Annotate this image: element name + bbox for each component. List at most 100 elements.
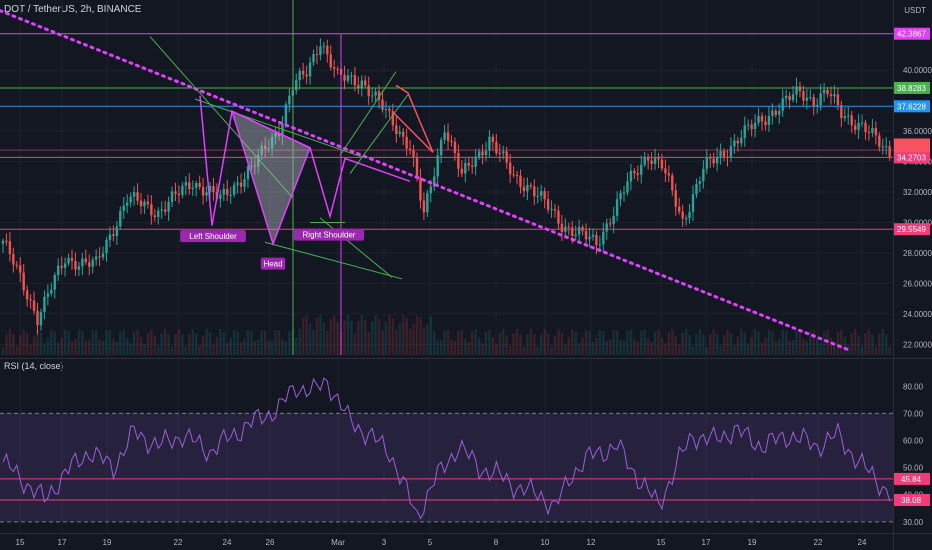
volume-bar xyxy=(595,338,598,355)
volume-bar xyxy=(402,315,405,355)
trendline xyxy=(349,94,409,174)
volume-bar xyxy=(346,315,350,355)
candle-body xyxy=(522,186,526,192)
candle xyxy=(146,194,150,209)
candle-body xyxy=(864,122,867,133)
volume-bar xyxy=(419,317,422,355)
volume-bar xyxy=(498,332,501,355)
candle-body xyxy=(163,209,167,212)
volume-bar xyxy=(795,330,798,355)
candle-body xyxy=(571,227,574,236)
volume-bar xyxy=(374,315,377,355)
candle-body xyxy=(640,164,643,175)
candle xyxy=(253,156,257,176)
volume-bar xyxy=(74,338,77,355)
candle xyxy=(184,175,188,195)
candle-body xyxy=(653,157,657,164)
trendline xyxy=(194,98,363,158)
volume-bar xyxy=(695,333,698,355)
volume-bar xyxy=(77,330,81,355)
volume-bar xyxy=(622,340,626,355)
volume-bar xyxy=(550,345,553,355)
candle-body xyxy=(643,157,646,165)
candle-body xyxy=(747,124,750,126)
candle-body xyxy=(540,191,543,196)
candle-body xyxy=(460,168,464,174)
volume-bar xyxy=(878,334,881,355)
price-label-badge: 37.6228 xyxy=(894,100,930,113)
candle-body xyxy=(315,54,319,56)
rsi-level-badge: 45.84 xyxy=(894,472,930,485)
volume-bar xyxy=(222,331,225,355)
candle xyxy=(305,65,308,84)
volume-bar xyxy=(25,332,29,355)
candle xyxy=(405,128,408,156)
pattern-label: Left Shoulder xyxy=(180,230,246,243)
volume-bar xyxy=(591,342,595,355)
volume-bar xyxy=(533,334,536,355)
volume-bar xyxy=(195,333,198,355)
candle-body xyxy=(605,223,608,232)
candle-body xyxy=(684,218,688,220)
rsi-title: RSI (14, close) xyxy=(4,361,64,371)
volume-bar xyxy=(305,315,308,355)
volume-bar xyxy=(132,331,136,355)
candle xyxy=(298,67,301,90)
rsi-level-badge: 38.08 xyxy=(894,493,930,506)
candle xyxy=(457,144,460,177)
candle-body xyxy=(619,193,622,200)
candle xyxy=(8,232,12,262)
candle-body xyxy=(429,186,432,194)
candle xyxy=(191,180,194,196)
candle xyxy=(181,181,184,199)
candle-body xyxy=(108,234,112,240)
volume-bar xyxy=(267,339,270,355)
volume-bar xyxy=(471,331,474,355)
candle-body xyxy=(160,209,163,211)
volume-bar xyxy=(681,332,684,355)
candle xyxy=(388,106,391,118)
volume-bar xyxy=(747,343,750,355)
volume-bar xyxy=(646,338,650,355)
candle-body xyxy=(615,199,619,216)
candle-body xyxy=(850,115,853,126)
candle-body xyxy=(70,257,74,262)
candle xyxy=(836,88,840,111)
candle xyxy=(781,89,784,117)
candle-body xyxy=(329,54,332,68)
candle xyxy=(826,86,829,98)
candle-body xyxy=(229,194,232,196)
pattern-label-text: Head xyxy=(263,260,282,269)
trendline xyxy=(339,71,397,156)
candle-body xyxy=(81,258,84,267)
price-tick-label: 26.0000 xyxy=(903,279,932,288)
price-label-badge: 42.3867 xyxy=(894,27,930,40)
price-badge-text: 42.3867 xyxy=(897,30,926,39)
volume-bar xyxy=(57,342,60,355)
rsi-tick-label: 30.00 xyxy=(903,518,924,527)
time-tick-label: 17 xyxy=(58,538,67,547)
volume-bar xyxy=(301,317,305,355)
candle xyxy=(422,192,426,221)
candle xyxy=(43,290,46,320)
candle-body xyxy=(305,74,308,77)
volume-bar xyxy=(722,335,726,355)
candle-body xyxy=(829,94,833,97)
candle-body xyxy=(115,226,119,236)
volume-bar xyxy=(750,337,753,355)
volume-bar xyxy=(277,330,281,355)
candle xyxy=(881,138,884,155)
volume-bar xyxy=(857,335,860,355)
candle-body xyxy=(488,136,491,151)
candle-body xyxy=(195,183,198,188)
volume-bar xyxy=(163,329,167,355)
candle xyxy=(453,137,457,161)
candle-body xyxy=(322,45,326,47)
candle xyxy=(167,196,170,221)
candle xyxy=(591,228,595,241)
volume-bar xyxy=(70,341,74,355)
volume-bar xyxy=(571,329,574,355)
candle xyxy=(308,56,312,85)
candle xyxy=(729,137,733,163)
